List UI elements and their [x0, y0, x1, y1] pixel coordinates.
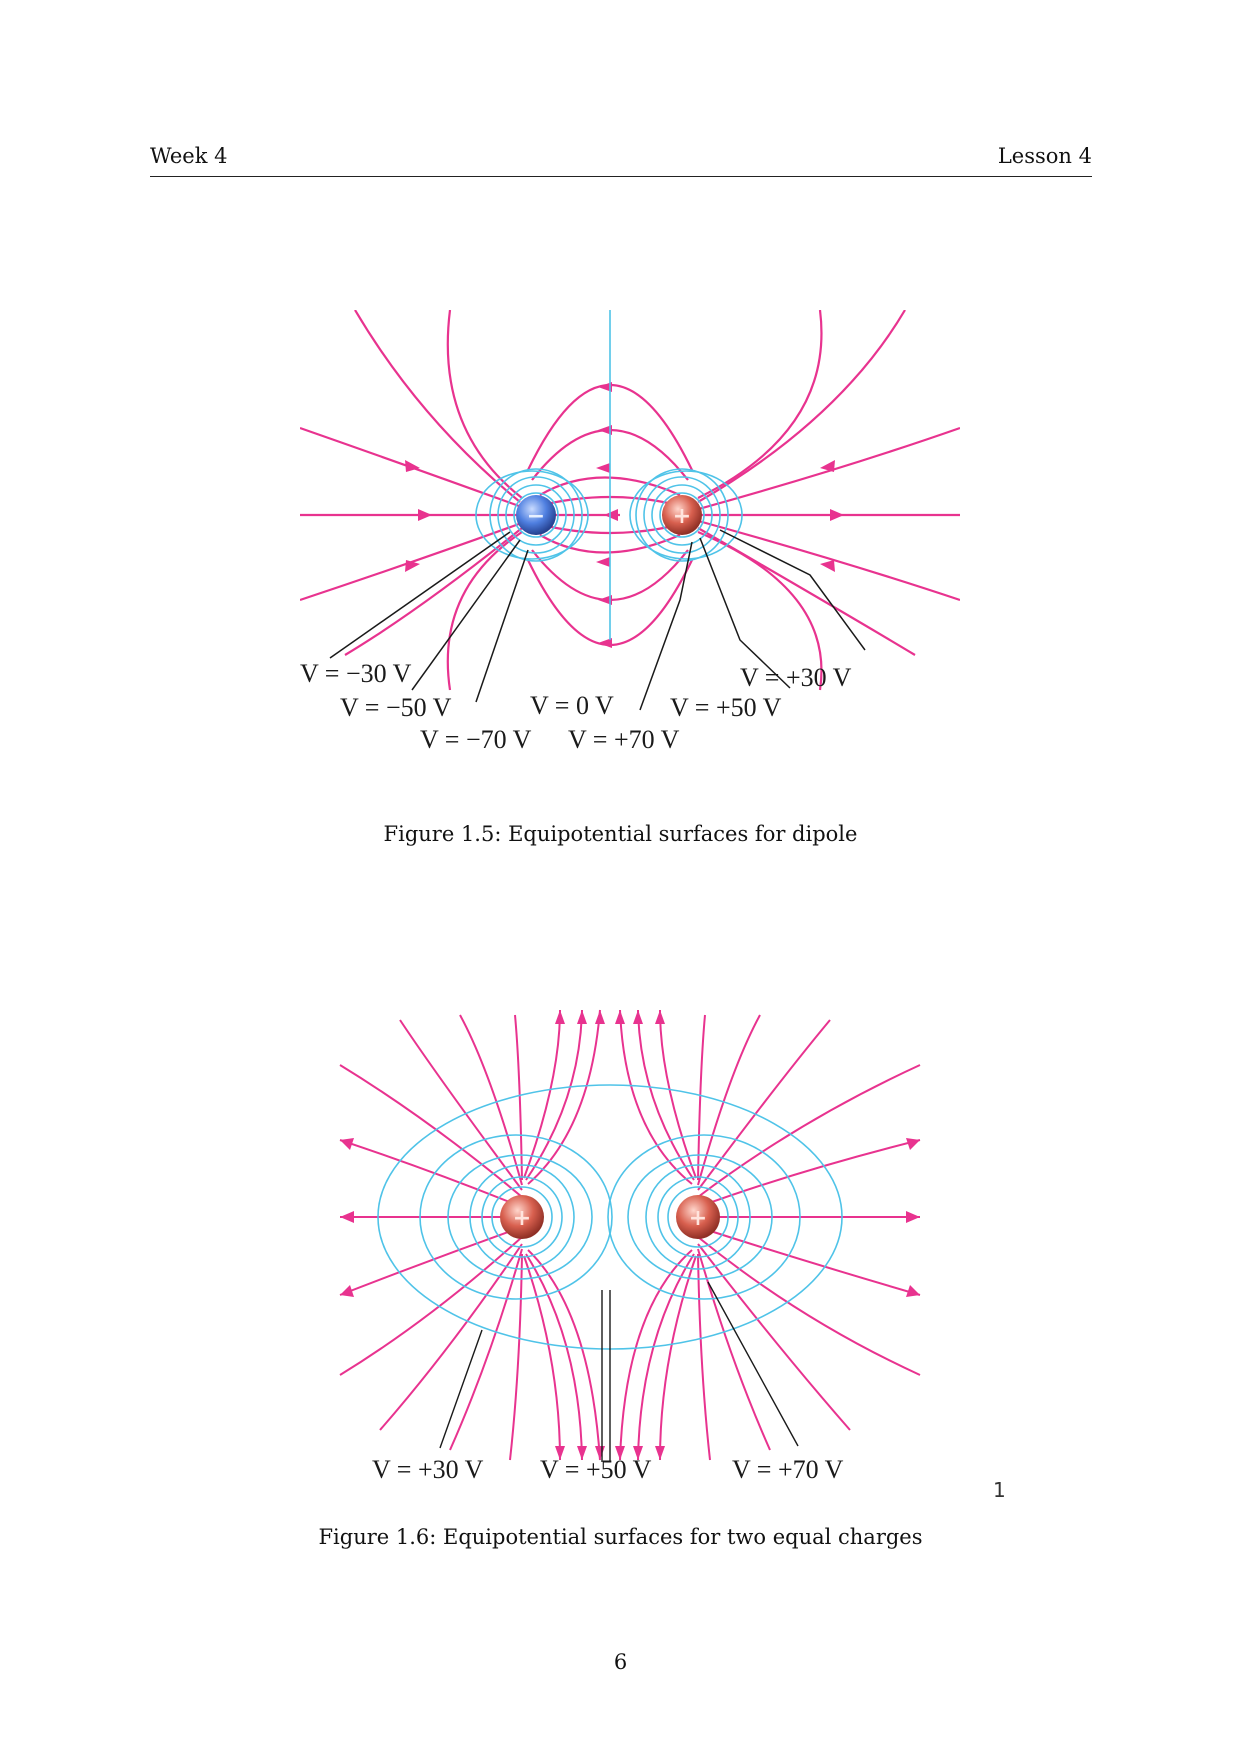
label-v-minus50: V = −50 V: [340, 693, 452, 722]
field-lines: [299, 309, 961, 691]
label-v-plus70: V = +70 V: [568, 725, 680, 754]
two-charges-figure: + + V = +30 V V = +50 V V = +70 V: [320, 1000, 940, 1500]
figure-1-6-caption: Figure 1.6: Equipotential surfaces for t…: [318, 1525, 923, 1549]
potential-labels: V = +30 V V = +50 V V = +70 V: [372, 1455, 844, 1484]
label-v-plus30: V = +30 V: [740, 663, 852, 692]
dipole-figure: − + V = −30 V V = −50 V V = −70 V V = 0 …: [299, 309, 961, 770]
stray-mark: 1: [993, 1478, 1006, 1502]
equipotential-surfaces: [475, 310, 743, 640]
left-positive-charge: +: [500, 1195, 544, 1239]
figure-1-5-caption: Figure 1.5: Equipotential surfaces for d…: [383, 822, 858, 846]
svg-text:+: +: [673, 504, 691, 529]
negative-charge: −: [516, 495, 556, 535]
field-arrows: [340, 1010, 920, 1460]
right-positive-charge: +: [676, 1195, 720, 1239]
two-charges-diagram: + + V = +30 V V = +50 V V = +70 V: [339, 1009, 921, 1484]
label-v-0: V = 0 V: [530, 691, 614, 720]
svg-text:+: +: [689, 1206, 707, 1231]
label-v-minus70: V = −70 V: [420, 725, 532, 754]
label-v-plus50: V = +50 V: [670, 693, 782, 722]
label-v-plus70: V = +70 V: [732, 1455, 844, 1484]
running-header: Week 4 Lesson 4: [150, 142, 1092, 177]
svg-text:−: −: [527, 504, 545, 529]
dipole-diagram: − + V = −30 V V = −50 V V = −70 V V = 0 …: [299, 309, 961, 754]
field-arrows: [405, 382, 844, 648]
equipotential-surfaces: [377, 1084, 843, 1350]
svg-text:+: +: [513, 1206, 531, 1231]
potential-labels: V = −30 V V = −50 V V = −70 V V = 0 V V …: [300, 659, 852, 754]
header-week: Week 4: [150, 144, 228, 168]
label-leaders: [439, 1281, 799, 1462]
header-lesson: Lesson 4: [997, 144, 1092, 168]
field-lines: [339, 1009, 921, 1461]
label-leaders: [329, 529, 866, 711]
label-v-plus30: V = +30 V: [372, 1455, 484, 1484]
positive-charge: +: [662, 495, 702, 535]
label-v-minus30: V = −30 V: [300, 659, 412, 688]
page-number: 6: [613, 1650, 628, 1674]
label-v-plus50: V = +50 V: [540, 1455, 652, 1484]
